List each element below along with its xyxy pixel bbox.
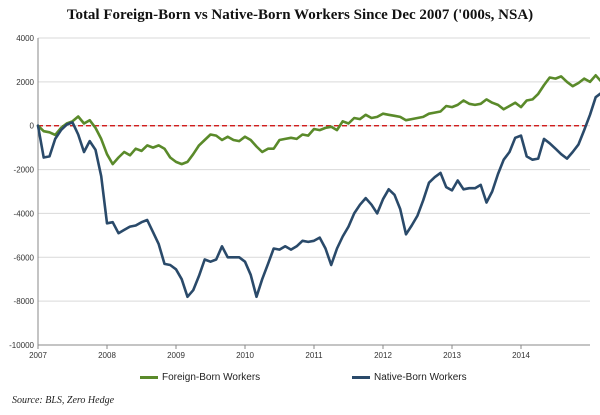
x-tick-label: 2011 bbox=[305, 351, 323, 360]
x-tick-label: 2010 bbox=[236, 351, 254, 360]
x-tick-label: 2014 bbox=[512, 351, 530, 360]
legend-swatch-foreign-born bbox=[140, 375, 158, 379]
series-lines bbox=[36, 74, 600, 299]
legend-item-foreign-born: Foreign-Born Workers bbox=[140, 370, 260, 384]
chart-title: Total Foreign-Born vs Native-Born Worker… bbox=[66, 7, 534, 23]
x-tick-label: 2012 bbox=[374, 351, 392, 360]
legend-swatch-native-born bbox=[352, 375, 370, 379]
x-tick-label: 2009 bbox=[167, 351, 185, 360]
legend-label-foreign-born: Foreign-Born Workers bbox=[162, 371, 261, 383]
grid-lines bbox=[38, 37, 590, 346]
x-tick-label: 2008 bbox=[98, 351, 116, 360]
y-tick-label: 2000 bbox=[16, 78, 34, 87]
source-note: Source: BLS, Zero Hedge bbox=[12, 395, 115, 406]
axes bbox=[37, 38, 590, 349]
y-tick-label: 4000 bbox=[16, 34, 34, 43]
x-tick-label: 2007 bbox=[29, 351, 47, 360]
x-tick-labels: 2007 2008 2009 2010 2011 2012 2013 2014 bbox=[29, 351, 530, 360]
x-tick-label: 2013 bbox=[443, 351, 461, 360]
legend-label-native-born: Native-Born Workers bbox=[374, 371, 467, 383]
y-tick-label: -10000 bbox=[9, 341, 34, 350]
y-tick-labels: -10000 -8000 -6000 -4000 -2000 0 2000 4000 bbox=[9, 34, 34, 350]
y-tick-label: -2000 bbox=[14, 166, 35, 175]
series-line-native-born bbox=[36, 92, 600, 299]
y-tick-label: -4000 bbox=[14, 209, 35, 218]
legend-item-native-born: Native-Born Workers bbox=[352, 370, 467, 384]
y-tick-label: 0 bbox=[30, 122, 35, 131]
series-line-foreign-born bbox=[36, 74, 600, 166]
y-tick-label: -8000 bbox=[14, 297, 35, 306]
y-tick-label: -6000 bbox=[14, 253, 35, 262]
